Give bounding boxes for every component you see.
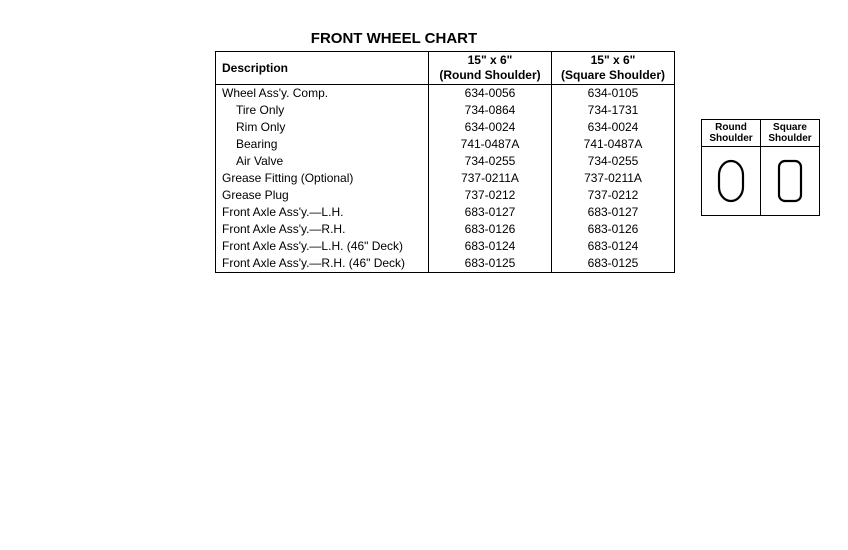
cell-square: 737-0212 [552,187,675,204]
table-row: Wheel Ass'y. Comp.634-0056634-0105 [216,85,675,103]
square-shoulder-icon [776,159,804,203]
table-row: Bearing741-0487A741-0487A [216,136,675,153]
cell-description: Tire Only [216,102,429,119]
legend-square-l1: Square [773,122,807,133]
table-row: Front Axle Ass'y.—L.H. (46" Deck)683-012… [216,238,675,255]
table-row: Grease Fitting (Optional)737-0211A737-02… [216,170,675,187]
cell-round: 683-0124 [429,238,552,255]
cell-round: 734-0864 [429,102,552,119]
table-row: Front Axle Ass'y.—R.H.683-0126683-0126 [216,221,675,238]
page-title: FRONT WHEEL CHART [0,30,848,47]
cell-square: 741-0487A [552,136,675,153]
cell-description: Front Axle Ass'y.—L.H. (46" Deck) [216,238,429,255]
cell-description: Front Axle Ass'y.—L.H. [216,204,429,221]
cell-round: 683-0126 [429,221,552,238]
legend-round-icon-cell [702,147,761,216]
cell-square: 734-1731 [552,102,675,119]
legend-header-round: Round Shoulder [702,120,761,147]
cell-square: 634-0024 [552,119,675,136]
cell-description: Rim Only [216,119,429,136]
legend-square-l2: Shoulder [768,133,811,144]
table-row: Front Axle Ass'y.—R.H. (46" Deck)683-012… [216,255,675,273]
cell-description: Front Axle Ass'y.—R.H. (46" Deck) [216,255,429,273]
content-wrap: Description 15" x 6" (Round Shoulder) 15… [215,51,848,273]
header-square-shoulder: 15" x 6" (Square Shoulder) [552,52,675,85]
cell-square: 634-0105 [552,85,675,103]
cell-square: 737-0211A [552,170,675,187]
table-row: Rim Only634-0024634-0024 [216,119,675,136]
cell-round: 634-0024 [429,119,552,136]
legend-round-l1: Round [715,122,747,133]
round-shoulder-icon [717,159,745,203]
cell-square: 683-0125 [552,255,675,273]
table-row: Air Valve734-0255734-0255 [216,153,675,170]
cell-square: 683-0124 [552,238,675,255]
header-description: Description [216,52,429,85]
cell-description: Air Valve [216,153,429,170]
cell-description: Front Axle Ass'y.—R.H. [216,221,429,238]
legend-table: Round Shoulder Square Shoulder [701,119,820,216]
cell-round: 741-0487A [429,136,552,153]
cell-round: 734-0255 [429,153,552,170]
shoulder-legend: Round Shoulder Square Shoulder [701,119,820,216]
front-wheel-table: Description 15" x 6" (Round Shoulder) 15… [215,51,675,273]
cell-description: Grease Fitting (Optional) [216,170,429,187]
header-c2-l1: 15" x 6" [591,53,636,67]
cell-round: 683-0127 [429,204,552,221]
table-body: Wheel Ass'y. Comp.634-0056634-0105Tire O… [216,85,675,273]
table-row: Front Axle Ass'y.—L.H.683-0127683-0127 [216,204,675,221]
cell-square: 683-0126 [552,221,675,238]
header-round-shoulder: 15" x 6" (Round Shoulder) [429,52,552,85]
header-c1-l2: (Round Shoulder) [439,68,540,82]
header-c2-l2: (Square Shoulder) [561,68,665,82]
cell-round: 683-0125 [429,255,552,273]
table-row: Tire Only734-0864734-1731 [216,102,675,119]
legend-square-icon-cell [761,147,820,216]
cell-square: 734-0255 [552,153,675,170]
cell-description: Grease Plug [216,187,429,204]
table-row: Grease Plug737-0212737-0212 [216,187,675,204]
cell-round: 737-0212 [429,187,552,204]
legend-round-l2: Shoulder [709,133,752,144]
header-c1-l1: 15" x 6" [468,53,513,67]
legend-header-square: Square Shoulder [761,120,820,147]
cell-round: 737-0211A [429,170,552,187]
cell-description: Bearing [216,136,429,153]
cell-round: 634-0056 [429,85,552,103]
cell-square: 683-0127 [552,204,675,221]
cell-description: Wheel Ass'y. Comp. [216,85,429,103]
